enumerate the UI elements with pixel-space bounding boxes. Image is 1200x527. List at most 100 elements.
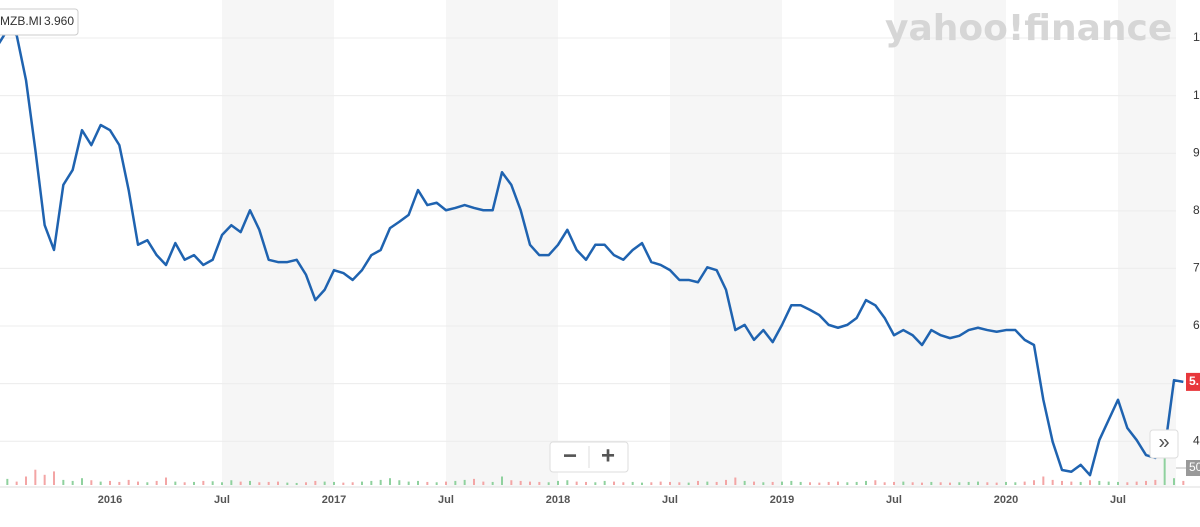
volume-bar: [258, 482, 261, 485]
volume-bar: [519, 480, 522, 485]
volume-bar: [622, 482, 625, 485]
volume-bar: [790, 480, 793, 485]
volume-bar: [137, 481, 139, 485]
volume-bar: [529, 481, 531, 485]
last-price-label: 5.: [1189, 374, 1199, 388]
volume-bar: [762, 482, 765, 485]
volume-bar: [314, 480, 317, 485]
volume-bar: [333, 481, 335, 485]
volume-bar: [295, 482, 298, 485]
volume-bar: [1033, 480, 1035, 485]
volume-bar: [6, 478, 9, 485]
volume-bar: [501, 476, 503, 485]
y-tick-label: 4: [1193, 433, 1200, 447]
background-bands: [222, 0, 1200, 527]
x-tick-label: 2020: [994, 494, 1018, 506]
volume-bar: [613, 481, 615, 485]
scroll-box: [1149, 429, 1179, 459]
volume-bar: [1182, 480, 1185, 485]
volume-bar: [902, 481, 905, 485]
volume-bar: [351, 482, 354, 485]
scroll-right[interactable]: »: [1158, 431, 1169, 453]
volume-bar: [967, 481, 970, 485]
volume-bar: [221, 482, 223, 485]
volume-bar: [977, 481, 979, 485]
volume-bar: [239, 481, 242, 485]
zoom-out[interactable]: −: [563, 442, 577, 469]
volume-bar: [995, 482, 998, 485]
volume-bar: [398, 480, 401, 485]
volume-bar: [99, 481, 102, 485]
y-tick-label: 8: [1193, 203, 1200, 217]
y-tick-label: 7: [1193, 261, 1200, 275]
x-tick-label: 2018: [546, 494, 570, 506]
x-tick-label: Jul: [438, 494, 454, 506]
last-price-box: [1186, 372, 1200, 391]
volume-bar: [463, 479, 466, 485]
volume-bar: [687, 482, 690, 485]
y2-tick-label: 50: [1189, 460, 1200, 474]
volume-bar: [921, 482, 923, 485]
volume-bar: [146, 482, 149, 485]
y2-tick-box: [1186, 460, 1200, 476]
volume-bar: [799, 481, 802, 485]
volume-bar: [865, 480, 867, 485]
volume-bar: [958, 482, 961, 485]
band: [894, 0, 1006, 487]
band: [222, 0, 334, 487]
volume-bar: [883, 482, 886, 485]
volume-bar: [90, 480, 93, 485]
volume-bar: [1079, 481, 1082, 485]
volume-bar: [743, 480, 746, 485]
volume-bar: [127, 479, 130, 485]
volume-bar: [669, 481, 671, 485]
volume-bar: [407, 481, 410, 485]
volume-bar: [277, 481, 279, 485]
volume-bar: [893, 481, 895, 485]
volume-bar: [650, 482, 653, 485]
volume-bar: [81, 478, 83, 485]
price-line: [0, 28, 1184, 477]
volume-bar: [305, 482, 307, 485]
volume-bar: [53, 471, 55, 485]
volume-bar: [566, 480, 569, 485]
volume-bar: [62, 479, 65, 485]
volume-bar: [34, 469, 37, 485]
x-tick-label: 2016: [98, 494, 122, 506]
volume-bar: [594, 482, 597, 485]
marks: [0, 28, 1184, 477]
symbol-value: 3.960: [44, 14, 74, 28]
volume-bar: [109, 480, 111, 485]
volume-bar: [557, 480, 559, 485]
volume-bar: [183, 482, 186, 485]
zoom-in[interactable]: +: [601, 442, 615, 469]
x-tick-label: 2017: [322, 494, 346, 506]
volume-bar: [323, 481, 326, 485]
volume-bar: [911, 482, 914, 485]
volume-bar: [25, 476, 27, 485]
volume-bar: [43, 474, 46, 485]
volume-bar: [678, 482, 681, 485]
volume-bar: [585, 481, 587, 485]
volume-bar: [230, 480, 233, 485]
volume-bar: [174, 481, 177, 485]
volume-bar: [473, 478, 475, 485]
volume-bar: [827, 481, 830, 485]
volume-bar: [771, 481, 774, 485]
x-tick-label: Jul: [1110, 494, 1126, 506]
volume-bar: [15, 481, 18, 485]
volume-bar: [435, 482, 438, 485]
volume-bar: [1042, 476, 1045, 485]
volume-bar: [659, 481, 662, 485]
volume-bar: [510, 480, 513, 485]
volume-bar: [809, 482, 811, 485]
y-tick-label: 11: [1193, 30, 1200, 44]
volume-bar: [1005, 481, 1007, 485]
volume-bar: [202, 480, 205, 485]
volume-bar: [818, 482, 821, 485]
volume-bar: [1089, 480, 1091, 485]
volume-bar: [1014, 482, 1017, 485]
volume-bar: [1145, 480, 1147, 485]
volume-bar: [837, 481, 839, 485]
